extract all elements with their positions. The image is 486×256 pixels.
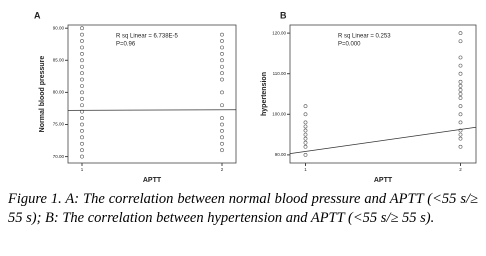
point xyxy=(220,148,224,153)
point xyxy=(303,128,308,133)
caption-text: A: The correlation between normal blood … xyxy=(8,191,478,226)
trend-line xyxy=(289,126,477,155)
point xyxy=(220,116,224,120)
point xyxy=(303,144,308,149)
y-axis-label: Normal blood pressure xyxy=(39,56,46,133)
point xyxy=(80,64,84,69)
annotation: P=0.000 xyxy=(338,42,361,48)
annotation: R sq Linear = 0.253 xyxy=(338,34,391,40)
point xyxy=(458,136,463,141)
point xyxy=(458,39,463,44)
point xyxy=(220,71,224,76)
point xyxy=(303,132,308,137)
point xyxy=(458,92,463,96)
point xyxy=(80,84,84,88)
point xyxy=(303,152,308,157)
point xyxy=(80,96,84,101)
point xyxy=(220,129,224,133)
point xyxy=(80,39,84,43)
figure: A 70.00 75.00 80.00 85.00 90.00 1 2 APTT Normal b… xyxy=(34,10,477,184)
point xyxy=(303,140,308,145)
point xyxy=(80,122,84,127)
y-tick-label: 70.00 xyxy=(53,154,65,159)
panel-label: A xyxy=(34,10,41,20)
x-tick-label: 1 xyxy=(304,167,307,172)
x-axis-label: APTT xyxy=(143,177,162,184)
x-axis-label: APTT xyxy=(374,177,393,184)
point xyxy=(220,51,224,56)
point xyxy=(80,148,84,153)
y-tick-label: 90.00 xyxy=(275,152,287,157)
point xyxy=(458,128,463,133)
x-tick-label: 2 xyxy=(221,167,224,172)
point xyxy=(220,122,224,127)
plot-area xyxy=(67,24,237,164)
point xyxy=(80,154,84,159)
point xyxy=(458,104,463,109)
point xyxy=(80,58,84,63)
point xyxy=(80,129,84,133)
point xyxy=(80,45,84,50)
point xyxy=(458,132,463,137)
point xyxy=(220,32,224,37)
point xyxy=(303,112,308,117)
y-tick-label: 110.00 xyxy=(273,71,287,76)
point xyxy=(303,104,308,109)
annotation: P=0.96 xyxy=(116,42,136,48)
point xyxy=(80,141,84,146)
point xyxy=(80,90,84,95)
point xyxy=(80,71,84,76)
y-tick-label: 100.00 xyxy=(272,111,286,116)
y-axis-label: hypertension xyxy=(261,72,268,116)
y-tick-label: 90.00 xyxy=(53,25,65,30)
point xyxy=(80,26,84,31)
point xyxy=(303,124,308,129)
plot-area xyxy=(289,24,477,164)
y-tick-label: 75.00 xyxy=(53,122,65,127)
point xyxy=(80,135,84,140)
point xyxy=(458,88,463,92)
point xyxy=(220,90,224,95)
panel-label: B xyxy=(280,10,287,20)
point xyxy=(458,96,463,100)
point xyxy=(458,83,463,88)
x-tick-label: 2 xyxy=(459,167,462,172)
point xyxy=(220,58,224,63)
point xyxy=(80,103,84,108)
caption-label: Figure 1. xyxy=(8,191,62,207)
y-tick-label: 80.00 xyxy=(53,90,65,95)
point xyxy=(458,79,463,84)
x-tick-label: 1 xyxy=(81,167,84,172)
point xyxy=(80,77,84,82)
point xyxy=(220,64,224,69)
y-tick-label: 120.00 xyxy=(272,30,286,35)
point xyxy=(458,31,463,36)
point xyxy=(458,112,463,117)
point xyxy=(458,63,463,68)
point xyxy=(458,55,463,60)
point xyxy=(220,135,224,140)
caption: Figure 1. A: The correlation between nor… xyxy=(8,190,478,228)
point xyxy=(80,116,84,120)
trend-line xyxy=(67,109,237,111)
point xyxy=(303,136,308,141)
annotation: R sq Linear = 6.738E-5 xyxy=(116,34,179,40)
point xyxy=(220,103,224,108)
point xyxy=(458,120,463,125)
point xyxy=(458,144,463,149)
point xyxy=(220,39,224,43)
point xyxy=(220,45,224,50)
point xyxy=(303,120,308,125)
point xyxy=(220,141,224,146)
point xyxy=(80,51,84,56)
point xyxy=(220,77,224,82)
y-tick-label: 85.00 xyxy=(53,57,65,62)
point xyxy=(458,71,463,76)
point xyxy=(80,32,84,37)
